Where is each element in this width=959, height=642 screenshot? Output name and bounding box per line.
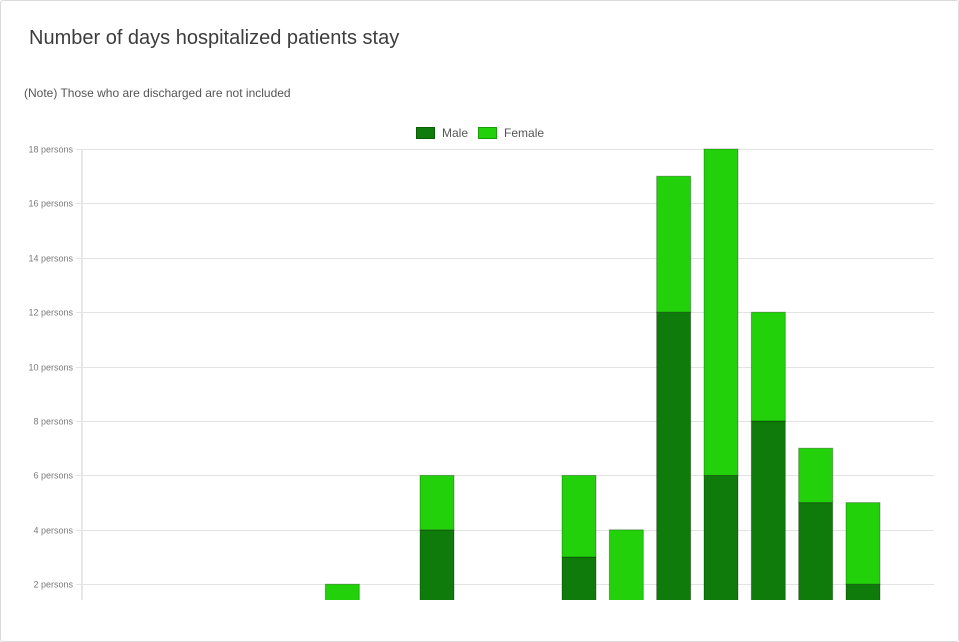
bar-female (798, 447, 834, 504)
y-tick-label: 10 persons (28, 363, 73, 373)
bar-female (561, 474, 597, 558)
bar-female (608, 529, 644, 600)
legend-label-female: Female (504, 126, 545, 140)
y-tick-label: 12 persons (28, 308, 73, 318)
bar-male (561, 556, 597, 600)
legend-item-male[interactable]: Male (416, 126, 468, 140)
legend-item-female[interactable]: Female (478, 126, 544, 140)
y-tick-label: 6 persons (33, 471, 73, 481)
bar-female (656, 175, 692, 313)
y-tick-label: 14 persons (28, 254, 73, 264)
y-tick-label: 16 persons (28, 199, 73, 209)
bar-male (419, 529, 455, 600)
bar-female (419, 474, 455, 531)
legend-swatch-male (416, 127, 435, 139)
chart-title: Number of days hospitalized patients sta… (29, 27, 400, 49)
bar-male (750, 420, 786, 600)
chart-legend: Male Female (416, 126, 554, 140)
y-tick-label: 2 persons (33, 580, 73, 590)
legend-label-male: Male (442, 126, 469, 140)
bar-female (750, 311, 786, 422)
bar-male (703, 474, 739, 600)
y-tick-label: 8 persons (33, 417, 73, 427)
y-tick-label: 4 persons (33, 526, 73, 536)
bar-female (703, 148, 739, 476)
legend-swatch-female (478, 127, 498, 139)
bar-male (656, 311, 692, 600)
chart-note: (Note) Those who are discharged are not … (24, 86, 291, 100)
y-tick-label: 18 persons (28, 145, 73, 155)
bar-male (845, 583, 881, 600)
bar-female (845, 502, 881, 585)
bar-female (324, 583, 360, 600)
bar-chart: 2 persons 4 persons 6 persons 8 persons 10 p… (28, 145, 934, 600)
bar-male (798, 502, 834, 600)
